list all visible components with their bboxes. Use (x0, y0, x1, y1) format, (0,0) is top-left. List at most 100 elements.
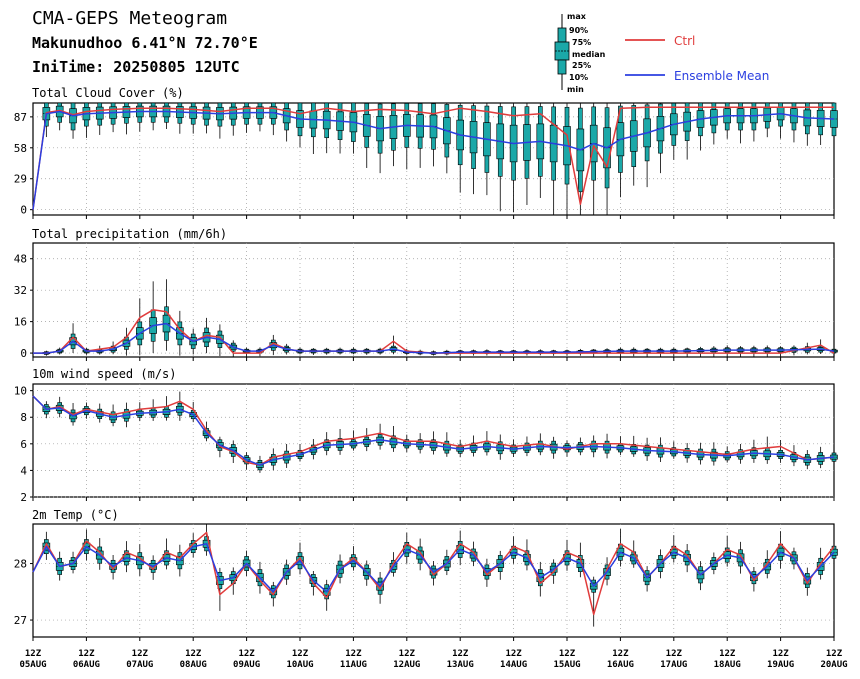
ensemble-boxplot (362, 103, 371, 168)
ensemble-boxplot (162, 396, 171, 421)
x-tick-date-label: 16AUG (607, 660, 634, 670)
y-tick-label: 29 (14, 173, 27, 186)
ensemble-boxplot (362, 560, 371, 586)
ensemble-boxplot (629, 435, 638, 457)
x-tick-date-label: 17AUG (660, 660, 687, 670)
x-tick-hour-label: 12Z (238, 649, 255, 659)
ensemble-mean-series-line (32, 395, 835, 466)
ensemble-mean-series-line (32, 110, 835, 210)
x-tick-hour-label: 12Z (25, 649, 42, 659)
panel-title-temp: 2m Temp (°C) (32, 508, 119, 522)
ensemble-boxplot (109, 102, 117, 133)
ensemble-boxplot (496, 103, 505, 212)
ensemble-boxplot (656, 347, 665, 357)
y-tick-label: 87 (14, 111, 27, 124)
x-tick-date-label: 13AUG (447, 660, 474, 670)
ensemble-boxplot (696, 561, 705, 591)
legend: max 90% 75% median 25% 10% min Ctrl Ense… (554, 12, 769, 94)
ensemble-boxplot (643, 437, 651, 461)
ensemble-mean-series-line (32, 543, 835, 593)
x-tick-hour-label: 12Z (132, 649, 149, 659)
ensemble-boxplot (696, 346, 705, 357)
ensemble-boxplot (669, 102, 678, 160)
ensemble-boxplot (616, 436, 625, 456)
legend-max-label: max (567, 12, 587, 21)
ensemble-boxplot (656, 437, 665, 462)
y-tick-label: 27 (14, 614, 27, 627)
ensemble-boxplot (563, 103, 571, 215)
y-tick-label: 8 (20, 411, 27, 424)
ensemble-boxplot (736, 102, 745, 144)
ensemble-boxplot (669, 347, 678, 357)
ensemble-mean-series-line (33, 322, 835, 354)
wind-speed-panel: 2 4 6 8 10 (14, 383, 838, 504)
ensemble-boxplot (816, 102, 825, 145)
ensemble-boxplot (750, 345, 758, 357)
x-tick-hour-label: 12Z (292, 649, 309, 659)
ensemble-boxplot (202, 102, 211, 134)
panel-frame (32, 523, 835, 638)
ensemble-boxplot (763, 436, 772, 464)
legend-mean-label: Ensemble Mean (674, 69, 769, 83)
x-tick-hour-label: 12Z (826, 649, 843, 659)
ensemble-boxplot (95, 102, 104, 135)
ensemble-boxplot (469, 435, 478, 457)
y-tick-label: 2 (20, 491, 27, 504)
y-tick-label: 28 (14, 558, 27, 571)
ensemble-boxplot (229, 567, 238, 595)
legend-p25-label: 25% (572, 61, 591, 70)
ensemble-boxplot (176, 391, 184, 421)
ensemble-boxplot (549, 103, 558, 215)
ensemble-boxplot (443, 103, 451, 174)
ensemble-boxplot (723, 102, 732, 139)
figure-title: CMA-GEPS Meteogram (32, 8, 227, 29)
y-tick-label: 32 (14, 284, 27, 297)
ensemble-boxplot (643, 103, 651, 188)
ensemble-boxplot (576, 103, 585, 215)
ensemble-boxplot (776, 439, 785, 463)
x-tick-hour-label: 12Z (399, 649, 416, 659)
ensemble-boxplot (509, 103, 518, 213)
ensemble-boxplot (750, 102, 758, 142)
cloud-cover-panel: 0 29 58 87 (14, 102, 838, 219)
x-tick-date-label: 10AUG (286, 660, 313, 670)
x-tick-hour-label: 12Z (345, 649, 362, 659)
ensemble-boxplot (469, 103, 478, 195)
ensemble-boxplot (723, 345, 732, 357)
x-tick-date-label: 05AUG (19, 660, 46, 670)
precipitation-panel: 0 16 32 48 (14, 242, 838, 361)
y-tick-label: 6 (20, 438, 27, 451)
y-tick-label: 0 (20, 204, 27, 217)
ensemble-boxplot (242, 347, 251, 357)
ensemble-boxplot (136, 102, 144, 132)
panel-frame (32, 242, 835, 358)
ensemble-boxplot (523, 436, 531, 457)
ensemble-boxplot (536, 103, 545, 198)
x-tick-date-label: 07AUG (126, 660, 153, 670)
ensemble-boxplot (523, 103, 531, 205)
y-tick-label: 48 (14, 253, 27, 266)
ensemble-boxplot (149, 281, 157, 354)
legend-ctrl-label: Ctrl (674, 34, 695, 48)
legend-p10-label: 10% (569, 73, 588, 82)
ensemble-boxplot (402, 103, 411, 170)
ensemble-boxplot (389, 103, 398, 167)
ensemble-boxplot (656, 103, 665, 174)
ensemble-boxplot (776, 531, 785, 569)
ensemble-boxplot (389, 335, 398, 355)
panel-title-cloud: Total Cloud Cover (%) (32, 86, 184, 100)
ensemble-boxplot (176, 102, 184, 134)
ensemble-boxplot (109, 404, 117, 427)
ensemble-boxplot (710, 102, 718, 145)
x-tick-date-label: 12AUG (393, 660, 420, 670)
ensemble-boxplot (830, 102, 838, 152)
ensemble-boxplot (376, 423, 384, 450)
ensemble-boxplot (643, 566, 651, 592)
ensemble-boxplot (750, 439, 758, 463)
temperature-panel: 27 28 (14, 523, 838, 641)
ensemble-boxplot (603, 433, 611, 459)
x-tick-hour-label: 12Z (559, 649, 576, 659)
ensemble-boxplot (416, 433, 424, 454)
x-tick-date-label: 11AUG (340, 660, 367, 670)
